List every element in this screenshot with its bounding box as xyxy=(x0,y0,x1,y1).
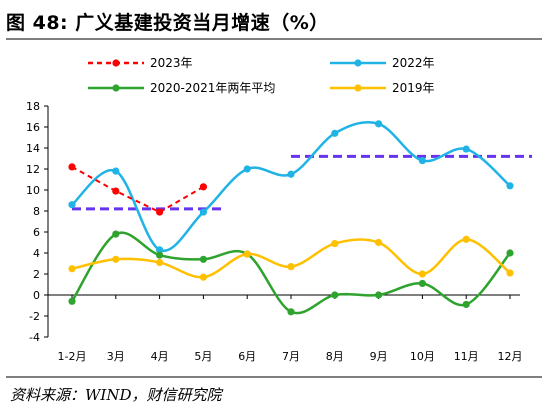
data-point xyxy=(287,308,295,316)
data-point xyxy=(199,273,207,281)
title-bar: 图 48: 广义基建投资当月增速（%） xyxy=(6,4,542,40)
x-tick-label: 12月 xyxy=(498,350,523,363)
data-point xyxy=(112,187,120,195)
data-point xyxy=(331,291,339,299)
y-tick-label: 8 xyxy=(33,205,40,218)
data-point xyxy=(156,246,164,254)
legend-swatch-marker xyxy=(112,59,120,67)
y-tick-label: -2 xyxy=(29,310,40,323)
y-tick-label: 16 xyxy=(26,121,40,134)
data-point xyxy=(68,265,76,273)
x-tick-label: 9月 xyxy=(370,350,388,363)
legend-label: 2019年 xyxy=(392,81,435,95)
series-group xyxy=(68,230,514,316)
data-point xyxy=(375,238,383,247)
series-line xyxy=(71,120,511,253)
source-note: 资料来源：WIND，财信研究院 xyxy=(10,386,222,404)
series-group xyxy=(68,235,514,281)
legend-item: 2022年 xyxy=(330,56,435,70)
x-tick-label: 6月 xyxy=(238,350,256,363)
data-point xyxy=(506,249,514,257)
data-point xyxy=(462,300,470,309)
x-tick-label: 8月 xyxy=(326,350,344,363)
data-point xyxy=(506,269,514,277)
data-point xyxy=(287,170,295,178)
x-tick-label: 10月 xyxy=(410,350,435,363)
legend-item: 2019年 xyxy=(330,81,435,95)
data-point xyxy=(112,167,120,175)
data-point xyxy=(418,279,426,288)
data-point xyxy=(418,270,426,278)
legend-label: 2020-2021年两年平均 xyxy=(150,81,275,95)
x-tick-label: 7月 xyxy=(282,350,300,363)
y-tick-label: 4 xyxy=(33,247,40,260)
data-point xyxy=(199,208,207,216)
data-point xyxy=(199,183,207,191)
x-tick-label: 11月 xyxy=(454,350,479,363)
x-tick-label: 1-2月 xyxy=(58,350,87,363)
data-point xyxy=(331,129,339,137)
data-point xyxy=(506,182,514,190)
data-point xyxy=(243,165,251,173)
chart-title: 图 48: 广义基建投资当月增速（%） xyxy=(6,12,329,34)
series-line xyxy=(71,166,204,214)
title-divider xyxy=(6,38,542,40)
y-tick-label: -4 xyxy=(29,331,40,344)
y-tick-label: 6 xyxy=(33,226,40,239)
data-point xyxy=(331,239,339,248)
legend-label: 2023年 xyxy=(150,56,193,70)
footer-divider xyxy=(6,376,542,378)
y-tick-label: 14 xyxy=(26,142,40,155)
x-tick-label: 5月 xyxy=(194,350,212,363)
data-point xyxy=(199,255,207,263)
legend-label: 2022年 xyxy=(392,56,435,70)
data-point xyxy=(68,201,76,209)
data-point xyxy=(156,251,164,259)
data-point xyxy=(112,230,120,238)
y-tick-label: 12 xyxy=(26,163,40,176)
legend-swatch-marker xyxy=(112,84,120,92)
data-point xyxy=(375,120,383,128)
series-group xyxy=(68,163,207,216)
series-line xyxy=(71,238,511,279)
series-group xyxy=(68,120,514,254)
data-point xyxy=(462,235,470,243)
data-point xyxy=(418,157,426,165)
series-line xyxy=(70,231,511,315)
data-point xyxy=(68,163,76,171)
legend-swatch-marker xyxy=(354,59,362,67)
data-point xyxy=(462,145,470,153)
legend-item: 2023年 xyxy=(88,56,193,70)
data-point xyxy=(156,208,164,216)
x-tick-label: 3月 xyxy=(107,350,125,363)
y-tick-label: 2 xyxy=(33,268,40,281)
data-point xyxy=(375,291,383,299)
y-tick-label: 0 xyxy=(33,289,40,302)
data-point xyxy=(287,263,295,271)
y-tick-label: 10 xyxy=(26,184,40,197)
data-point xyxy=(112,255,120,263)
legend-swatch-marker xyxy=(354,84,362,92)
y-tick-label: 18 xyxy=(26,100,40,113)
data-point xyxy=(68,297,76,305)
x-tick-label: 4月 xyxy=(151,350,169,363)
legend-item: 2020-2021年两年平均 xyxy=(88,81,275,95)
data-point xyxy=(156,258,164,267)
data-point xyxy=(243,250,251,258)
